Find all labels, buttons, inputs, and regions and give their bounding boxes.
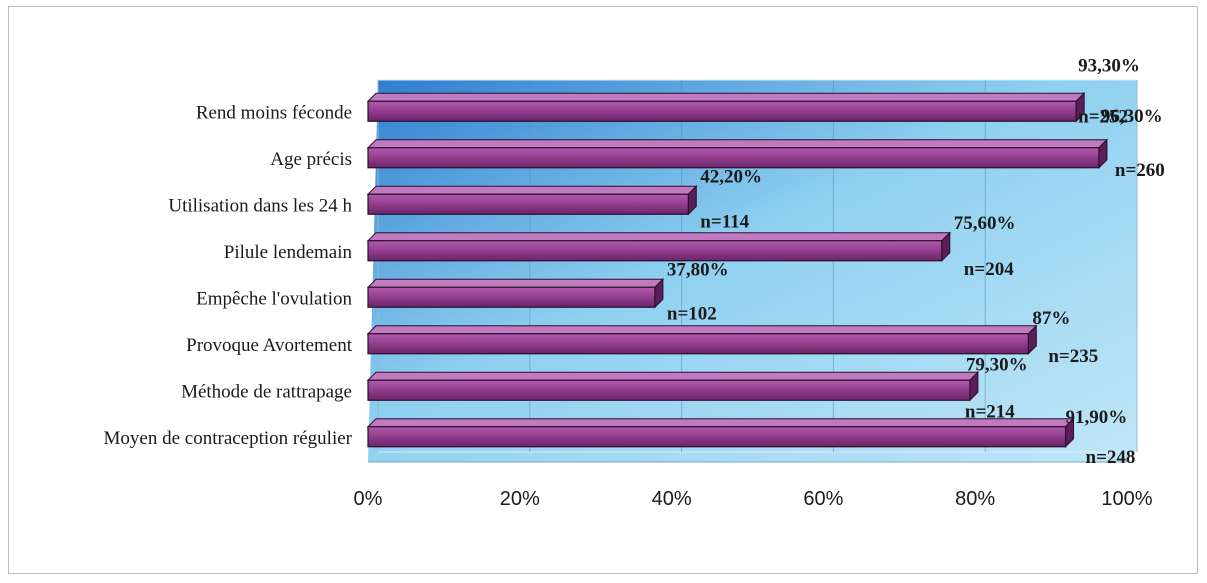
bar-top-face [366, 325, 1038, 335]
value-label: 79,30% [966, 354, 1028, 375]
bar-top-face [366, 232, 952, 242]
value-label: 37,80% [667, 259, 729, 280]
count-label: n=260 [1115, 160, 1165, 181]
value-label: 42,20% [700, 166, 762, 187]
x-tick-label: 0% [354, 488, 383, 510]
category-label: Méthode de rattrapage [181, 381, 352, 402]
count-label: n=248 [1086, 447, 1136, 468]
value-label: 75,60% [954, 213, 1016, 234]
bar [367, 193, 689, 215]
x-tick-label: 20% [500, 488, 540, 510]
bar [367, 286, 656, 308]
category-label: Rend moins féconde [196, 102, 352, 123]
category-label: Utilisation dans les 24 h [168, 195, 352, 216]
x-tick-label: 80% [955, 488, 995, 510]
category-label: Age précis [270, 149, 352, 170]
value-label: 91,90% [1066, 407, 1128, 428]
bar [367, 147, 1100, 169]
value-label: 96,30% [1101, 106, 1163, 127]
bar-top-face [366, 92, 1086, 102]
category-label: Moyen de contraception régulier [104, 428, 353, 449]
count-label: n=235 [1048, 346, 1098, 367]
x-tick-label: 40% [652, 488, 692, 510]
bar-top-face [366, 185, 698, 195]
x-tick-label: 60% [803, 488, 843, 510]
bar-top-face [366, 278, 665, 288]
value-label: 93,30% [1078, 55, 1140, 76]
bar-top-face [366, 371, 980, 381]
bar [367, 100, 1077, 122]
count-label: n=204 [964, 259, 1014, 280]
bar [367, 333, 1029, 355]
count-label: n=114 [700, 211, 749, 232]
x-tick-label: 100% [1101, 488, 1152, 510]
category-label: Provoque Avortement [186, 335, 353, 356]
category-label: Empêche l'ovulation [196, 288, 352, 309]
count-label: n=252 [1078, 106, 1128, 127]
category-label: Pilule lendemain [224, 242, 353, 263]
bar-top-face [366, 139, 1109, 149]
value-label: 87% [1032, 308, 1070, 329]
bar [367, 240, 943, 262]
bar [367, 426, 1067, 448]
count-label: n=102 [667, 303, 717, 324]
bar [367, 379, 971, 401]
count-label: n=214 [965, 401, 1015, 422]
